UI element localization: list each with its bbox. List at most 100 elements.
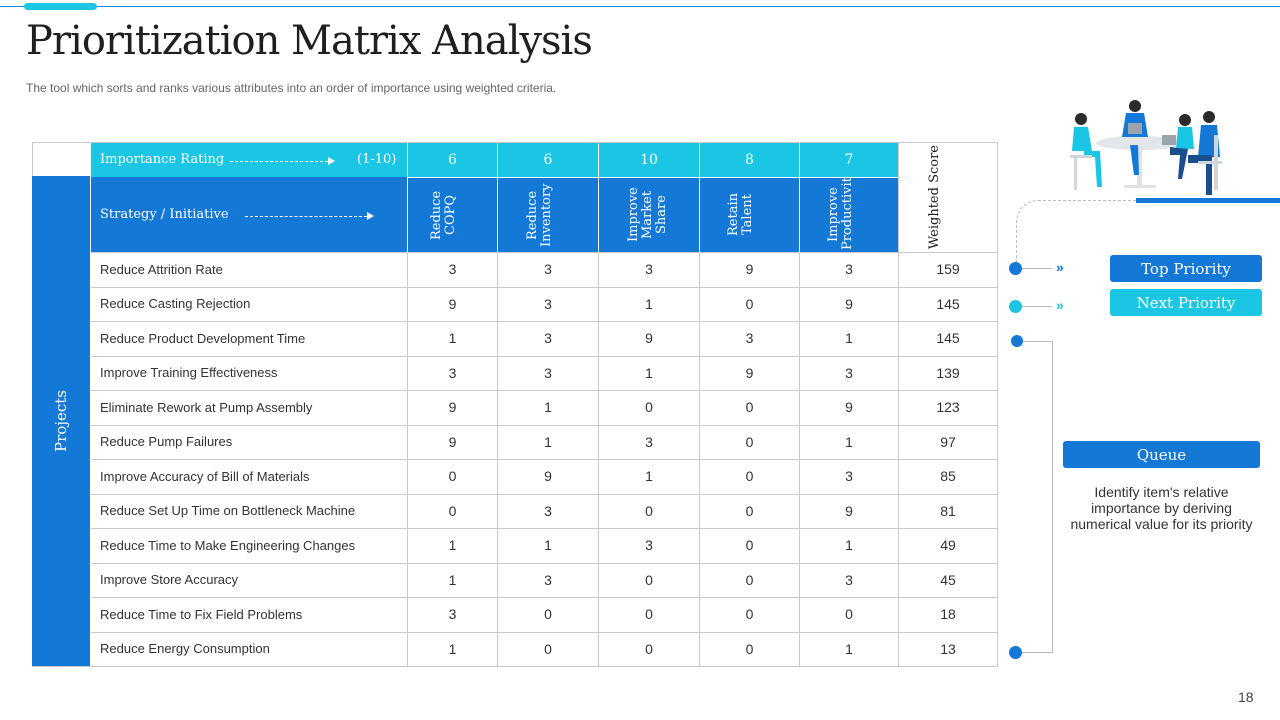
row-score-cell: 1 xyxy=(799,424,898,459)
importance-rating-label: Importance Rating xyxy=(100,152,225,167)
row-score-cell: 3 xyxy=(799,459,898,494)
criteria-header: Improve Productivity xyxy=(799,177,898,252)
strategy-header xyxy=(91,177,407,252)
row-initiative-name: Reduce Energy Consumption xyxy=(100,641,270,657)
row-score-cell: 3 xyxy=(497,286,598,321)
page-subtitle: The tool which sorts and ranks various a… xyxy=(26,81,557,95)
criteria-header: Retain Talent xyxy=(699,177,799,252)
table-row xyxy=(91,390,998,425)
row-weighted-score: 123 xyxy=(898,390,997,425)
criteria-header: Reduce Inventory xyxy=(497,177,598,252)
row-score-cell: 1 xyxy=(407,562,497,597)
row-score-cell: 1 xyxy=(497,424,598,459)
queue-description: Identify item's relative importance by d… xyxy=(1070,484,1253,532)
row-initiative-name: Reduce Time to Make Engineering Changes xyxy=(100,537,356,553)
next-priority-label: Next Priority xyxy=(1110,289,1262,316)
row-score-cell: 9 xyxy=(799,493,898,528)
row-initiative-name: Reduce Set Up Time on Bottleneck Machine xyxy=(100,503,356,519)
weighted-score-label: Weighted Score xyxy=(927,145,942,250)
table-row xyxy=(91,252,998,287)
next-priority-chevron-icon: » xyxy=(1056,297,1064,313)
row-weighted-score: 145 xyxy=(898,321,997,356)
row-score-cell: 1 xyxy=(799,631,898,666)
row-score-cell: 0 xyxy=(407,459,497,494)
row-weighted-score: 139 xyxy=(898,355,997,390)
row-score-cell: 0 xyxy=(699,528,799,563)
row-score-cell: 3 xyxy=(497,321,598,356)
row-score-cell: 3 xyxy=(799,252,898,287)
row-score-cell: 0 xyxy=(699,424,799,459)
row-score-cell: 1 xyxy=(598,355,699,390)
row-score-cell: 3 xyxy=(799,355,898,390)
row-score-cell: 9 xyxy=(407,424,497,459)
criteria-name: Improve Productivity xyxy=(825,177,855,250)
projects-band: Projects xyxy=(32,176,90,666)
header-rule xyxy=(0,6,1280,7)
table-row xyxy=(91,424,998,460)
row-score-cell: 9 xyxy=(497,459,598,494)
row-score-cell: 1 xyxy=(497,390,598,425)
row-score-cell: 3 xyxy=(598,424,699,459)
row-score-cell: 1 xyxy=(407,631,497,666)
queue-start-dot xyxy=(1011,335,1023,347)
row-score-cell: 0 xyxy=(699,390,799,425)
row-score-cell: 0 xyxy=(699,286,799,321)
projects-label: Projects xyxy=(52,390,70,452)
connector-top xyxy=(1016,200,1136,270)
row-score-cell: 0 xyxy=(699,562,799,597)
criteria-name: Retain Talent xyxy=(726,193,755,237)
row-score-cell: 3 xyxy=(497,355,598,390)
row-score-cell: 0 xyxy=(699,493,799,528)
importance-arrow-icon xyxy=(328,157,335,165)
row-score-cell: 3 xyxy=(699,321,799,356)
row-score-cell: 3 xyxy=(598,528,699,563)
importance-rating-header xyxy=(91,143,407,177)
row-weighted-score: 13 xyxy=(898,631,997,666)
table-row xyxy=(91,562,998,598)
weighted-score-header: Weighted Score xyxy=(898,143,997,252)
criteria-weight: 7 xyxy=(799,143,898,177)
row-initiative-name: Improve Store Accuracy xyxy=(100,572,238,588)
criteria-name: Reduce COPQ xyxy=(429,190,458,240)
header-accent xyxy=(24,3,97,10)
row-score-cell: 3 xyxy=(407,597,497,632)
row-initiative-name: Improve Accuracy of Bill of Materials xyxy=(100,468,310,484)
table-row xyxy=(91,631,998,667)
strategy-arrow-icon xyxy=(367,212,374,220)
criteria-weight: 8 xyxy=(699,143,799,177)
row-score-cell: 9 xyxy=(407,286,497,321)
row-weighted-score: 81 xyxy=(898,493,997,528)
row-score-cell: 0 xyxy=(407,493,497,528)
row-score-cell: 0 xyxy=(598,493,699,528)
row-initiative-name: Reduce Pump Failures xyxy=(100,434,233,450)
row-score-cell: 0 xyxy=(699,597,799,632)
row-score-cell: 1 xyxy=(799,321,898,356)
row-weighted-score: 97 xyxy=(898,424,997,459)
criteria-name: Reduce Inventory xyxy=(524,183,554,247)
row-initiative-name: Reduce Product Development Time xyxy=(100,330,306,346)
row-score-cell: 9 xyxy=(699,252,799,287)
table-row xyxy=(91,286,998,322)
row-score-cell: 0 xyxy=(699,631,799,666)
row-weighted-score: 49 xyxy=(898,528,997,563)
criteria-header: Reduce COPQ xyxy=(407,177,497,252)
page-title: Prioritization Matrix Analysis xyxy=(26,18,593,64)
row-initiative-name: Improve Training Effectiveness xyxy=(100,365,278,381)
row-score-cell: 9 xyxy=(799,286,898,321)
row-score-cell: 3 xyxy=(497,562,598,597)
queue-end-dot xyxy=(1009,646,1022,659)
queue-label: Queue xyxy=(1063,441,1260,468)
row-weighted-score: 159 xyxy=(898,252,997,287)
row-score-cell: 1 xyxy=(799,528,898,563)
row-score-cell: 1 xyxy=(407,528,497,563)
next-connector-line xyxy=(1016,306,1052,307)
importance-dashed-line xyxy=(230,161,328,162)
row-score-cell: 0 xyxy=(598,597,699,632)
top-priority-dot xyxy=(1009,262,1022,275)
table-row xyxy=(91,597,998,632)
table-row xyxy=(91,355,998,391)
page-number: 18 xyxy=(1238,689,1254,705)
row-score-cell: 1 xyxy=(497,528,598,563)
row-score-cell: 9 xyxy=(799,390,898,425)
row-initiative-name: Reduce Casting Rejection xyxy=(100,296,251,312)
